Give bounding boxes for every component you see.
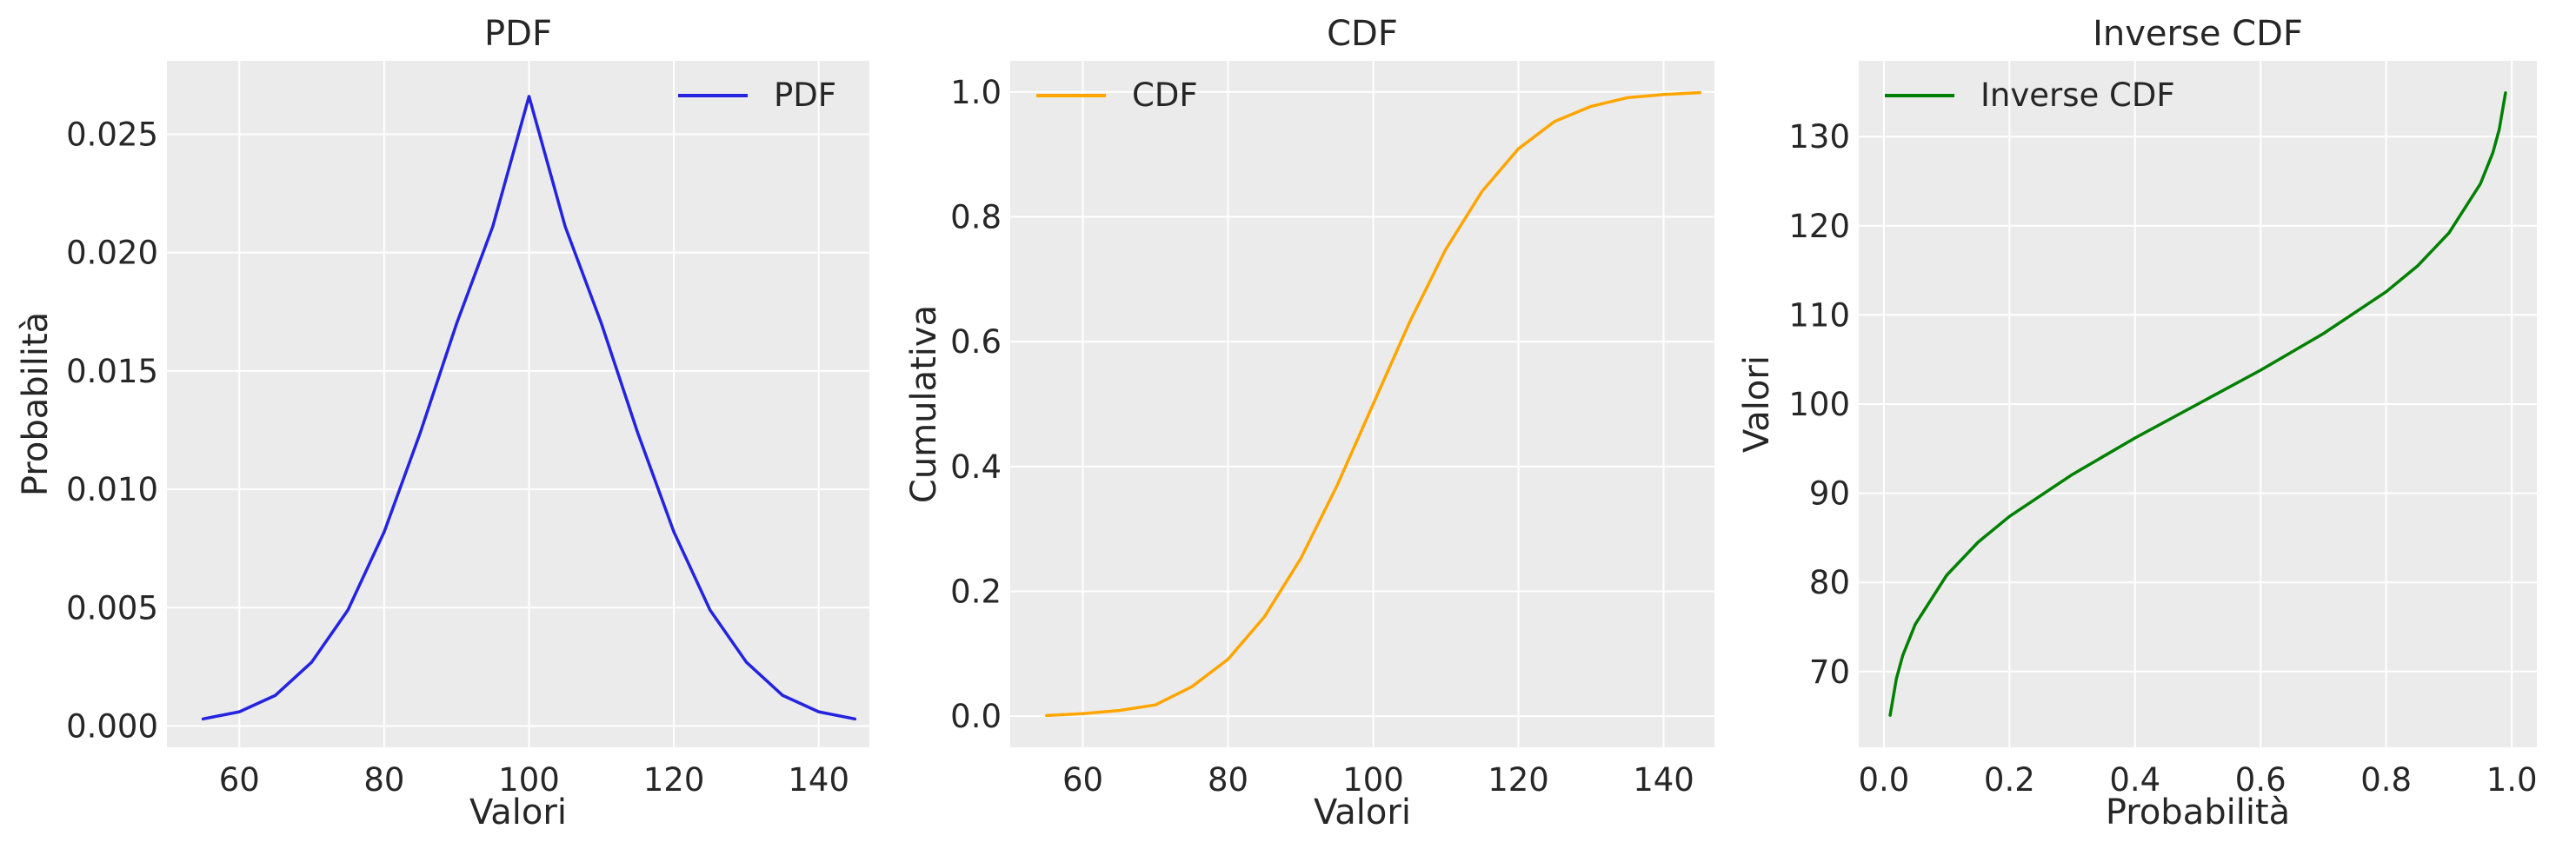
x-axis-label: Valori	[1314, 793, 1411, 832]
x-tick-label: 100	[498, 761, 560, 799]
y-tick-label: 0.020	[66, 235, 158, 272]
y-tick-label: 0.4	[950, 448, 1002, 486]
x-tick-label: 120	[643, 761, 705, 799]
legend-label: Inverse CDF	[1980, 76, 2175, 114]
x-tick-label: 0.8	[2360, 761, 2412, 799]
y-tick-label: 0.015	[66, 353, 158, 390]
y-tick-label: 0.2	[950, 573, 1002, 610]
plot-area	[167, 61, 869, 747]
subplot-1: 60 80 100 120 140 0.000 0.005 0.010 0.015 0.020 0.…	[16, 14, 869, 832]
y-tick-label: 80	[1809, 564, 1850, 601]
chart-title: Inverse CDF	[2093, 14, 2303, 54]
x-tick-label: 0.6	[2235, 761, 2286, 799]
x-tick-label: 0.0	[1858, 761, 1909, 799]
x-tick-label: 60	[219, 761, 260, 799]
chart-title: PDF	[484, 14, 552, 54]
y-tick-label: 90	[1809, 475, 1850, 513]
legend-label: CDF	[1132, 76, 1198, 114]
x-tick-label: 80	[363, 761, 404, 799]
subplot-3: 0.0 0.2 0.4 0.6 0.8 1.0 70 80 90 100 110 120 130 Inve…	[1737, 14, 2538, 832]
x-tick-label: 60	[1062, 761, 1103, 799]
y-tick-label: 70	[1809, 653, 1850, 691]
series-line-pdf	[201, 95, 857, 721]
y-tick-label: 1.0	[950, 74, 1002, 111]
y-axis-label: Cumulativa	[904, 305, 944, 503]
legend: CDF	[1036, 76, 1198, 114]
y-tick-label: 0.000	[66, 707, 158, 745]
x-tick-label: 140	[788, 761, 849, 799]
x-tick-label: 0.2	[1984, 761, 2035, 799]
y-tick-label: 0.010	[66, 471, 158, 508]
y-tick-label: 130	[1788, 118, 1850, 156]
chart-title: CDF	[1327, 14, 1398, 54]
y-tick-label: 0.8	[950, 199, 1002, 236]
series-line-cdf	[1045, 90, 1702, 718]
y-tick-label: 100	[1788, 386, 1850, 423]
legend: PDF	[678, 76, 836, 114]
legend-label: PDF	[774, 76, 836, 114]
y-axis-label: Valori	[1737, 355, 1777, 453]
x-tick-label: 100	[1342, 761, 1404, 799]
x-tick-label: 1.0	[2486, 761, 2538, 799]
series-line-inverse-cdf	[1888, 91, 2507, 717]
y-axis-label: Probabilità	[16, 312, 56, 496]
y-tick-label: 0.6	[950, 323, 1002, 361]
x-axis-label: Probabilità	[2106, 793, 2290, 832]
y-tick-label: 0.025	[66, 116, 158, 153]
subplot-2: 60 80 100 120 140 0.0 0.2 0.4 0.6 0.8 1.0 CDF Valori…	[904, 14, 1714, 832]
x-axis-label: Valori	[469, 793, 567, 832]
y-tick-label: 110	[1788, 296, 1850, 334]
plot-area	[1010, 61, 1714, 747]
y-tick-label: 0.005	[66, 589, 158, 627]
x-tick-label: 0.4	[2109, 761, 2160, 799]
y-tick-label: 0.0	[950, 698, 1002, 735]
x-tick-label: 80	[1208, 761, 1248, 799]
x-tick-label: 140	[1633, 761, 1694, 799]
x-tick-label: 120	[1488, 761, 1549, 799]
y-tick-label: 120	[1788, 208, 1850, 245]
legend: Inverse CDF	[1885, 76, 2175, 114]
